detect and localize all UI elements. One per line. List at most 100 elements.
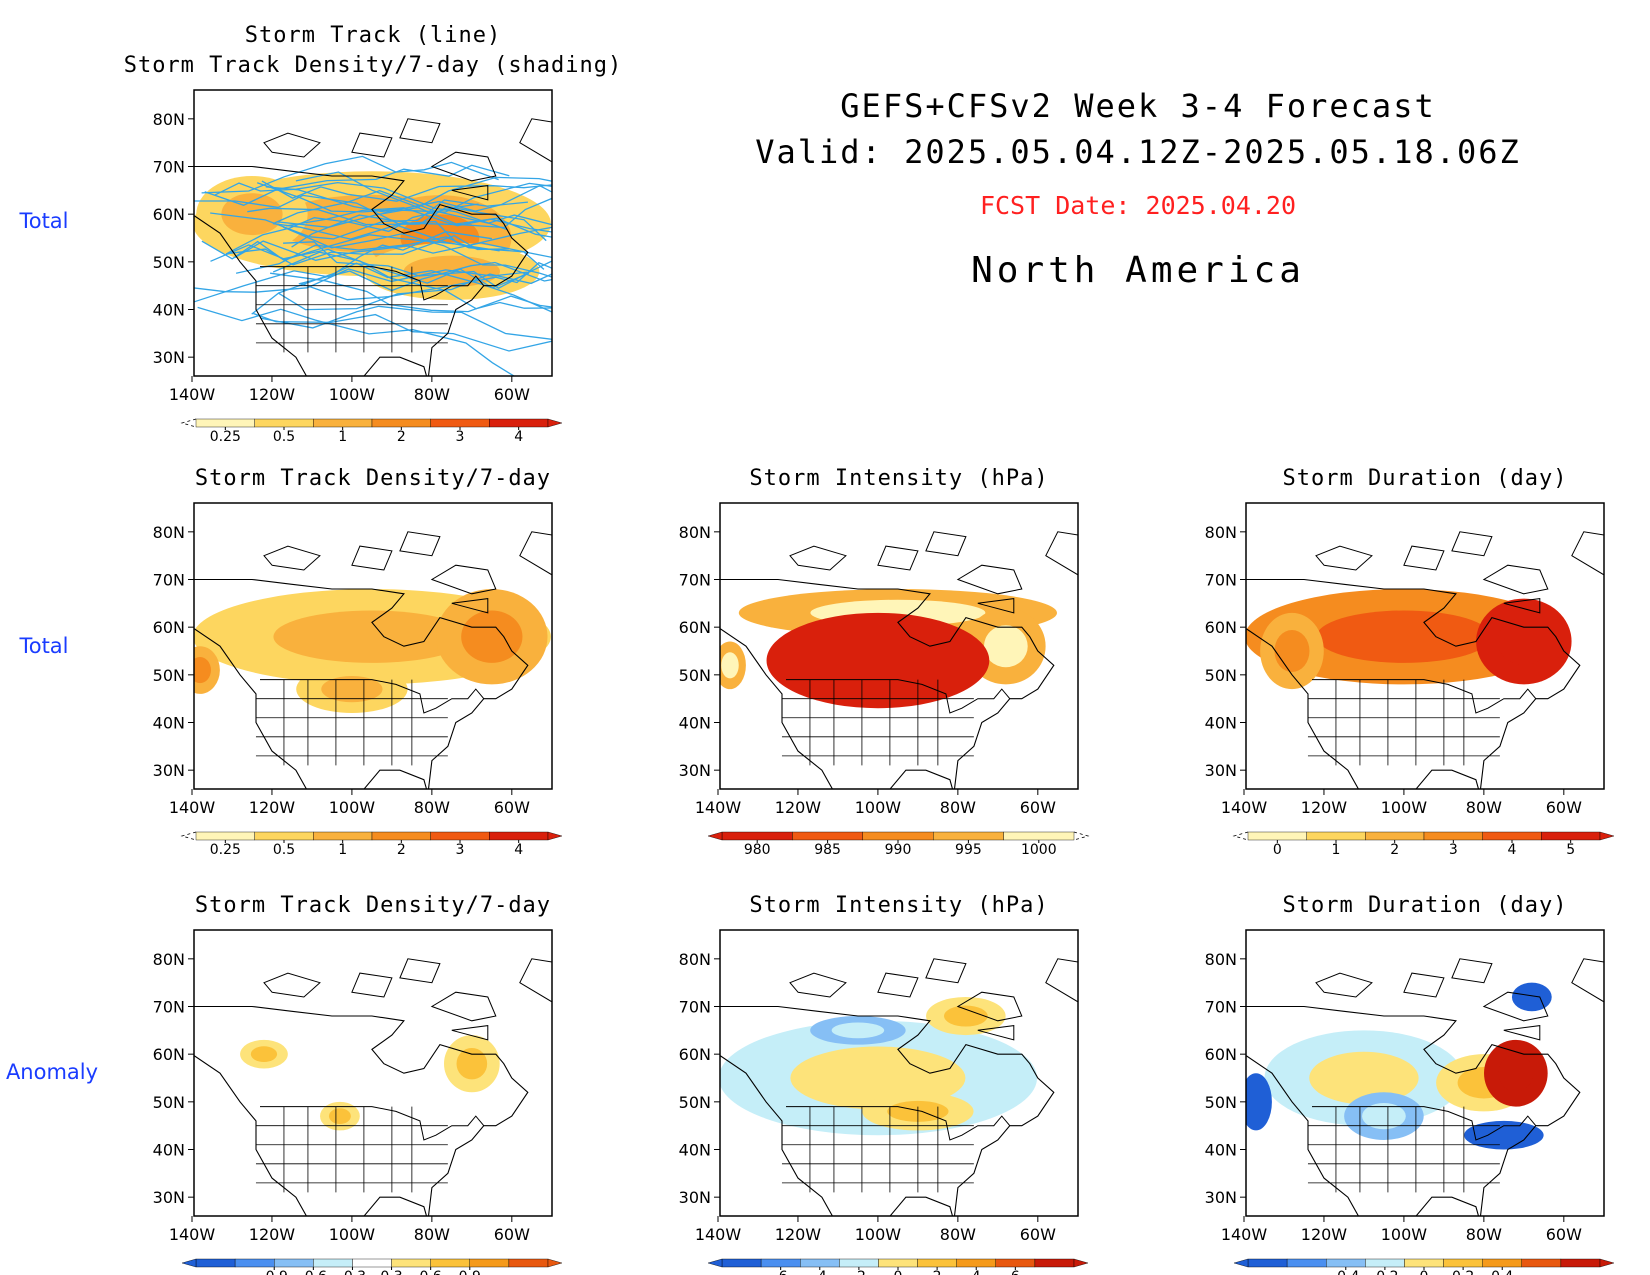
island-coastline: [1503, 598, 1541, 614]
national-border: [1312, 1106, 1537, 1141]
colorbar-swatch: [430, 418, 490, 428]
lon-tick-label: 60W: [1020, 1225, 1056, 1244]
shaded-region-core: [1316, 610, 1492, 663]
lon-tick-label: 80W: [414, 385, 450, 404]
state-lines: [781, 1106, 974, 1193]
colorbar: -0.4 -0.2 0 0.2 0.4: [1233, 1258, 1615, 1275]
plot-background: [194, 930, 552, 1216]
colorbar-label: 2: [1390, 842, 1399, 858]
lat-tick-label: 60N: [153, 618, 185, 637]
colorbar-open-left: [180, 831, 197, 841]
plot-area: [720, 503, 1078, 789]
colorbar-label: 3: [456, 842, 465, 858]
colorbar-swatch: [313, 1258, 353, 1268]
colorbar-label: 2: [933, 1269, 942, 1275]
colorbar-swatch: [1306, 831, 1366, 841]
lat-tick-label: 30N: [679, 761, 711, 780]
island-coastline: [1403, 972, 1445, 998]
colorbar-swatch: [1326, 1258, 1366, 1268]
colorbar-swatch: [430, 1258, 470, 1268]
lat-tick-label: 80N: [679, 523, 711, 542]
storm-track-line: [278, 273, 552, 311]
lon-tick-label: 120W: [1301, 1225, 1348, 1244]
lon-tick-label: 140W: [695, 798, 742, 817]
colorbar-label: 2: [397, 842, 406, 858]
lon-tick-label: 100W: [329, 1225, 376, 1244]
plot-area: [194, 930, 552, 1216]
colorbar-label: 3: [456, 429, 465, 445]
lat-tick-label: 80N: [153, 523, 185, 542]
colorbar-open-right: [1073, 831, 1090, 841]
lat-tick-label: 60N: [679, 618, 711, 637]
colorbar-label: -6: [774, 1269, 788, 1275]
colorbar-swatch: [1247, 831, 1307, 841]
region-label: North America: [971, 250, 1305, 291]
island-coastline: [925, 531, 967, 557]
lat-tick-label: 80N: [153, 110, 185, 129]
coastline: [194, 578, 529, 789]
lon-tick-label: 120W: [775, 1225, 822, 1244]
colorbar-label: 1: [1332, 842, 1341, 858]
storm-track-line: [265, 184, 552, 213]
figure-title-line1: GEFS+CFSv2 Week 3-4 Forecast: [840, 87, 1435, 125]
shaded-region-core: [983, 625, 1028, 668]
colorbar-swatch: [995, 1258, 1036, 1268]
colorbar-open-left: [180, 418, 197, 428]
shaded-region-core: [461, 610, 523, 663]
colorbar-label: 0.25: [210, 429, 241, 445]
colorbar-swatch: [489, 831, 549, 841]
colorbar-label: 995: [955, 842, 982, 858]
island-coastline: [451, 598, 489, 614]
island-coastline: [451, 185, 489, 201]
lon-tick-label: 100W: [855, 1225, 902, 1244]
plot-frame: [193, 929, 553, 1217]
island-coastline: [1315, 545, 1373, 571]
colorbar-swatch: [195, 831, 255, 841]
colorbar-swatch: [195, 418, 255, 428]
plot-area: [1246, 503, 1604, 789]
storm-track-line: [251, 262, 552, 315]
colorbar-arrow-left: [707, 1258, 723, 1268]
storm-track-line: [270, 272, 552, 313]
island-coastline: [1403, 545, 1445, 571]
lon-tick-label: 120W: [249, 798, 296, 817]
shaded-region-core: [194, 656, 211, 684]
storm-track-line: [247, 205, 547, 242]
colorbar: -6 -4 -2 0 2 4 6: [707, 1258, 1089, 1275]
lon-tick-label: 60W: [1546, 1225, 1582, 1244]
panel-title: Storm Track Density/7-day (shading): [124, 53, 623, 78]
island-coastline: [519, 958, 552, 1003]
lat-tick-label: 30N: [679, 1188, 711, 1207]
island-coastline: [1571, 958, 1604, 1003]
colorbar-swatch: [195, 1258, 236, 1268]
colorbar-swatch: [1560, 1258, 1601, 1268]
island-coastline: [1451, 958, 1493, 984]
colorbar-swatch: [1247, 1258, 1288, 1268]
lat-tick-label: 70N: [153, 998, 185, 1017]
lat-tick-label: 40N: [153, 714, 185, 733]
chart-panel-1: Storm Track (line) Storm Track Density/7-…: [124, 23, 623, 445]
lat-tick-label: 60N: [1205, 618, 1237, 637]
lat-tick-label: 40N: [153, 301, 185, 320]
lat-tick-label: 50N: [679, 1093, 711, 1112]
lon-tick-label: 100W: [329, 798, 376, 817]
lon-tick-label: 140W: [1221, 798, 1268, 817]
lat-tick-label: 60N: [679, 1045, 711, 1064]
colorbar-label: 0.5: [273, 842, 295, 858]
storm-track-line: [291, 197, 552, 248]
plot-area: [194, 503, 552, 789]
storm-track-line: [197, 306, 516, 376]
storm-track-line: [201, 234, 500, 261]
lat-tick-label: 80N: [679, 950, 711, 969]
panels: Storm Track (line) Storm Track Density/7-…: [124, 23, 1615, 1275]
plot-frame: [719, 929, 1079, 1217]
colorbar-swatch: [1521, 1258, 1562, 1268]
lon-tick-label: 140W: [695, 1225, 742, 1244]
panel-title: Storm Track Density/7-day: [195, 893, 551, 918]
chart-panel-5: Storm Track Density/7-day 80N 70N 60N 50N 40N…: [153, 893, 563, 1275]
plot-frame: [193, 502, 553, 790]
chart-panel-4: Storm Duration (day)80N70N60N50N40N30N14…: [1205, 466, 1615, 858]
shaded-region: [1464, 1120, 1544, 1150]
storm-track-line: [283, 241, 552, 289]
colorbar-swatch: [371, 831, 431, 841]
